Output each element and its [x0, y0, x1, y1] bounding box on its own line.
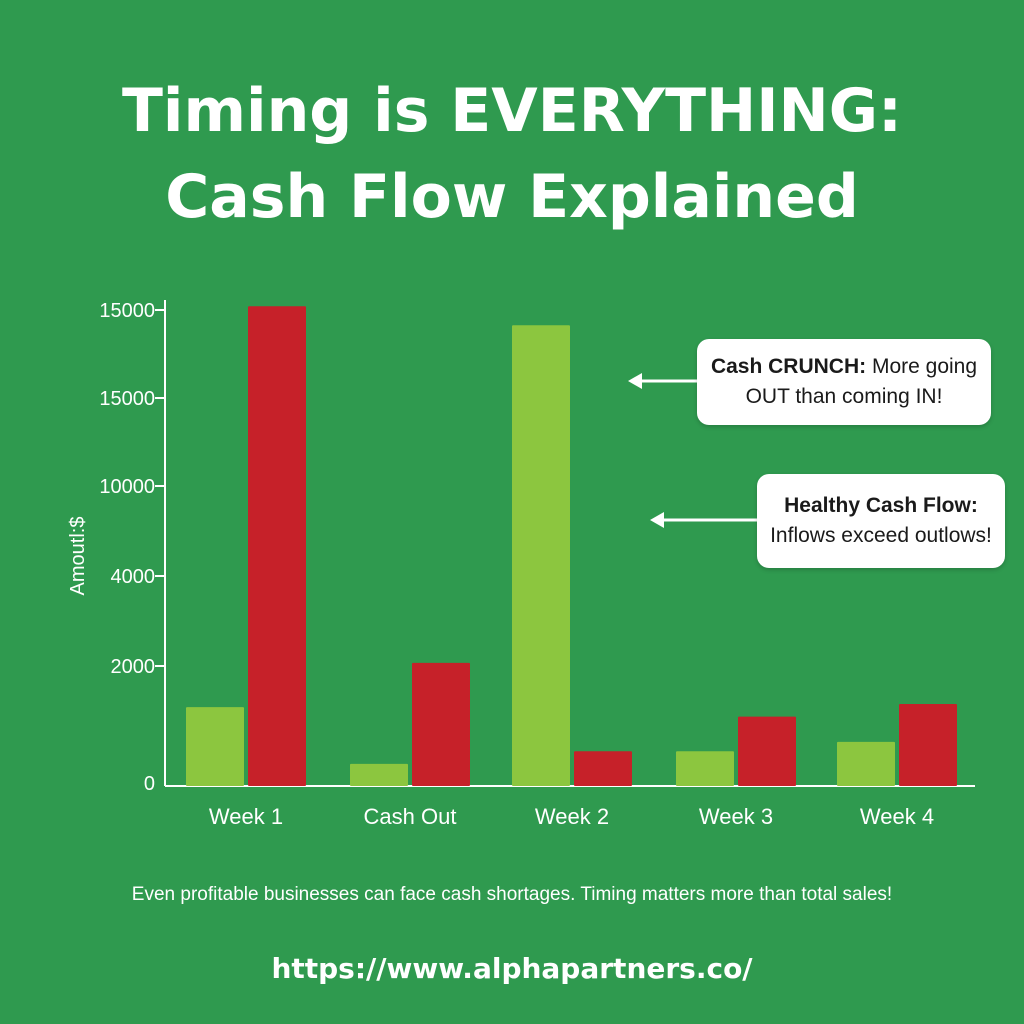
healthy-arrow-head [650, 512, 664, 528]
y-tick-label: 15000 [99, 300, 155, 322]
healthy-cash-flow-callout: Healthy Cash Flow: Inflows exceed outlow… [757, 474, 1005, 568]
x-tick-label: Week 3 [699, 804, 773, 829]
outflow-bar [574, 751, 632, 786]
x-tick-label: Week 4 [860, 804, 934, 829]
footnote: Even profitable businesses can face cash… [131, 884, 893, 905]
title-line-1: Timing is EVERYTHING: [122, 76, 902, 146]
x-tick-label: Week 1 [209, 804, 283, 829]
cash-crunch-callout: Cash CRUNCH: More going OUT than coming … [697, 339, 991, 425]
inflow-bar [350, 763, 408, 786]
crunch-arrow-head [628, 373, 642, 389]
inflow-bar [837, 741, 895, 786]
website-url: https://www.alphapartners.co/ [271, 952, 753, 985]
x-tick-label: Week 2 [535, 804, 609, 829]
cash-crunch-line2: OUT than coming IN! [745, 385, 943, 408]
y-tick-label: 15000 [99, 388, 155, 410]
cash-crunch-text: More going [866, 355, 978, 378]
y-tick-label: 10000 [99, 476, 155, 498]
title-line-2: Cash Flow Explained [165, 162, 859, 232]
outflow-bar [248, 306, 306, 786]
healthy-cash-flow-bold: Healthy Cash Flow: [784, 494, 978, 517]
outflow-bar [738, 716, 796, 786]
y-tick-label: 4000 [111, 566, 156, 588]
x-tick-label: Cash Out [364, 804, 457, 829]
healthy-cash-flow-line2: Inflows exceed outlows! [770, 524, 992, 547]
chart-title: Timing is EVERYTHING: Cash Flow Explaine… [0, 68, 1024, 240]
outflow-bar [412, 662, 470, 786]
outflow-bar [899, 703, 957, 786]
y-tick-label: 2000 [111, 656, 156, 678]
y-tick-label: 0 [144, 773, 155, 795]
inflow-bar [186, 707, 244, 786]
inflow-bar [512, 325, 570, 786]
inflow-bar [676, 751, 734, 786]
y-axis-label: Amoutl:$ [67, 517, 89, 596]
cash-crunch-bold: Cash CRUNCH: [710, 355, 867, 378]
